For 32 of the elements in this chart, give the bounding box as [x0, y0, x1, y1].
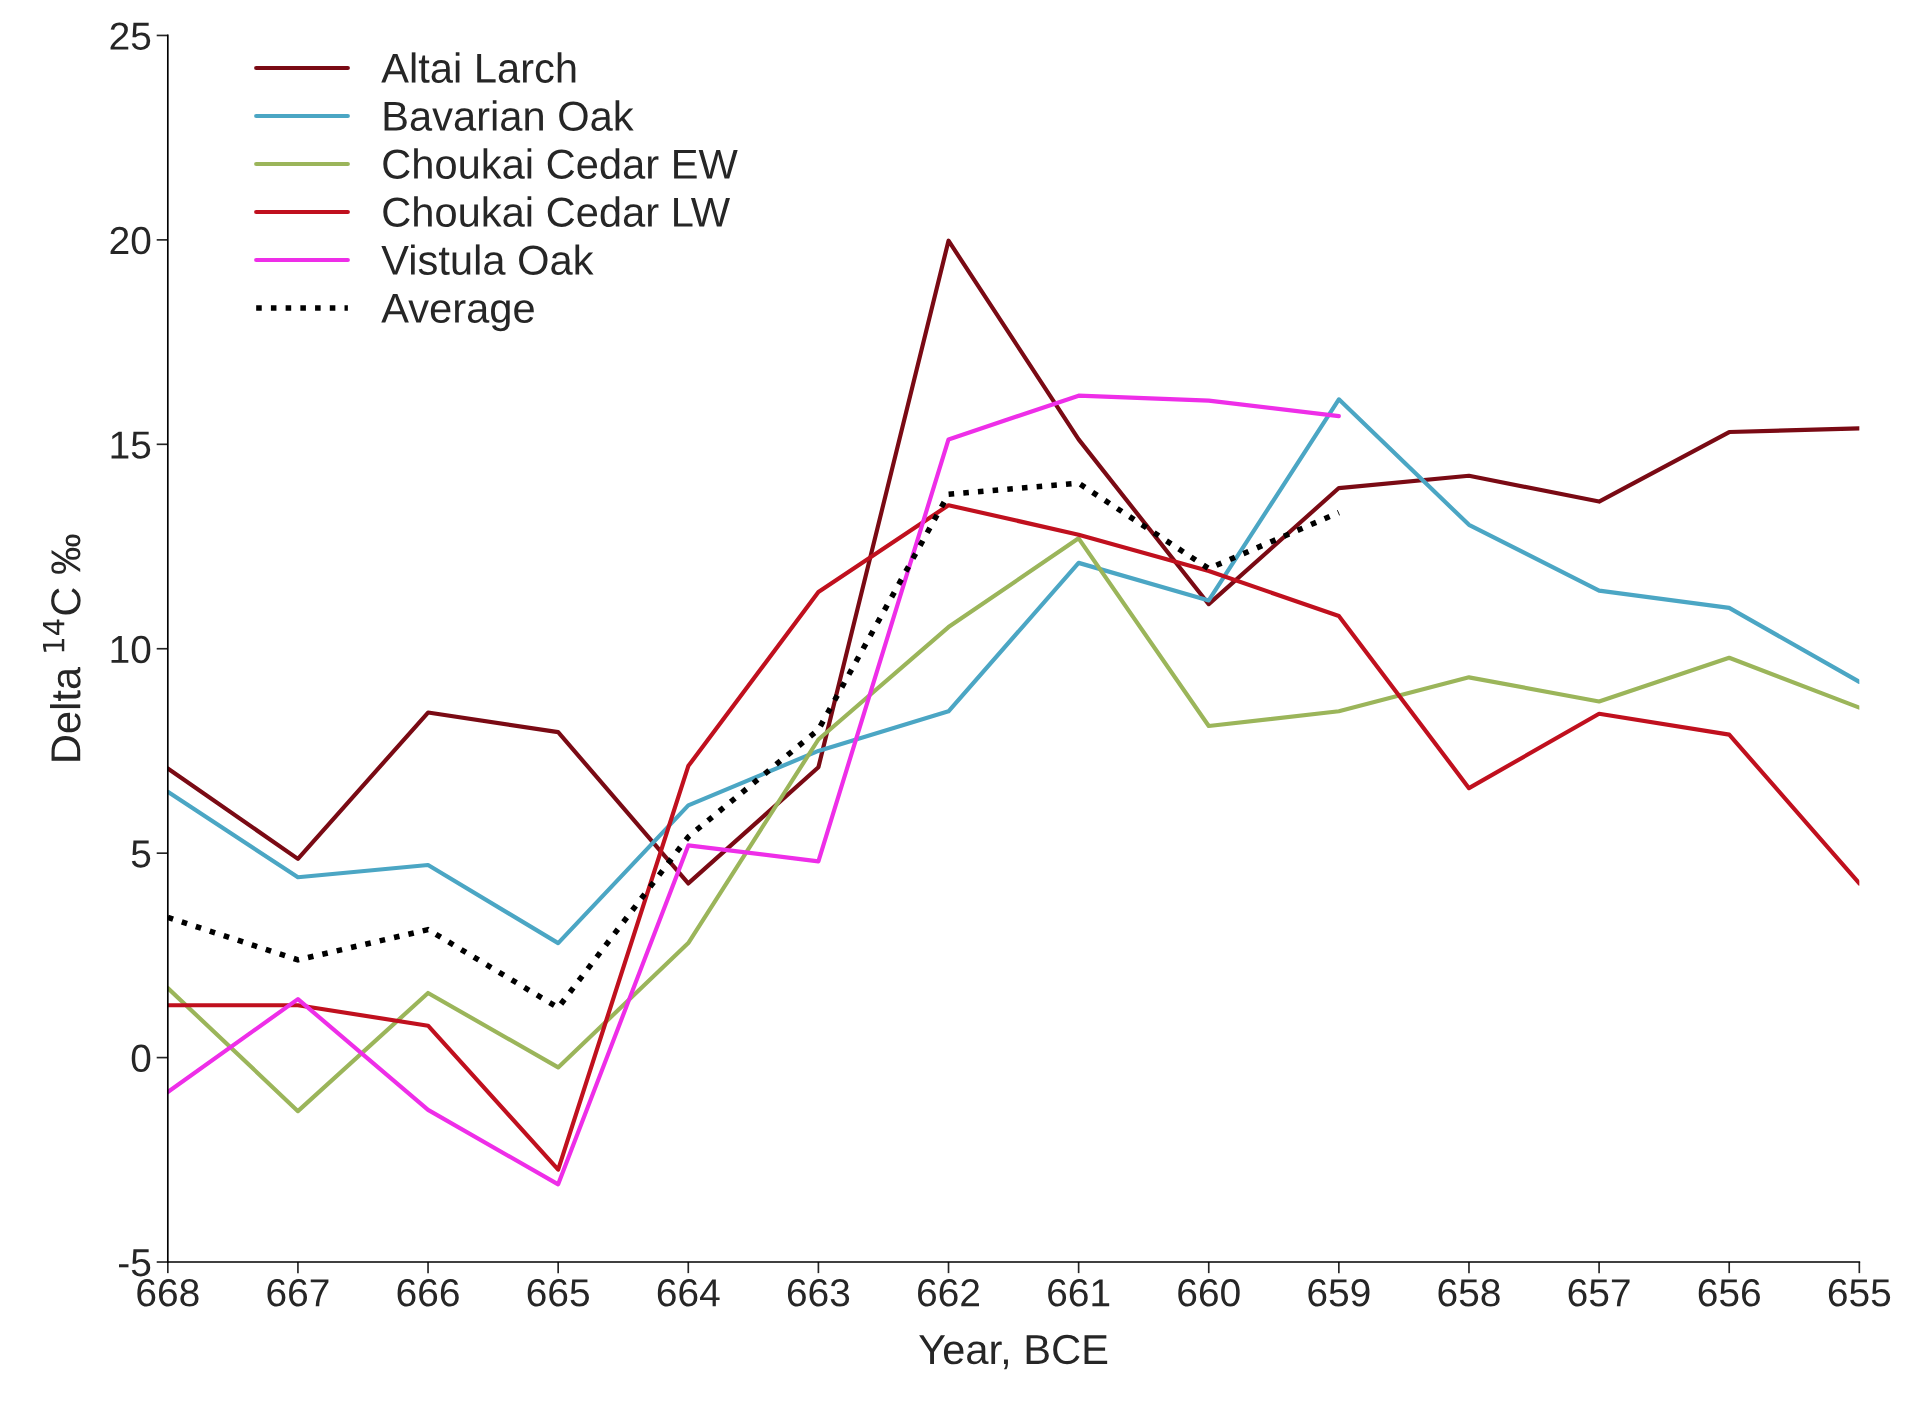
y-tick-label: 5 [131, 840, 151, 868]
x-tick-label: 665 [527, 1279, 589, 1307]
legend-label: Choukai Cedar LW [383, 196, 730, 227]
legend-label: Choukai Cedar EW [383, 148, 738, 179]
y-tick-label: 0 [131, 1044, 151, 1073]
x-tick-label: 668 [137, 1279, 199, 1307]
y-tick-label: 15 [111, 431, 151, 459]
x-tick-label: 666 [397, 1279, 459, 1307]
x-tick-label: 660 [1178, 1279, 1240, 1307]
legend-label: Bavarian Oak [384, 100, 634, 131]
legend-label: Vistula Oak [381, 244, 594, 275]
x-tick-label: 663 [787, 1279, 850, 1307]
y-tick-label: 10 [111, 635, 151, 664]
y-tick-label: 20 [110, 226, 151, 255]
x-tick-label: 662 [918, 1279, 980, 1307]
x-tick-label: 667 [267, 1279, 329, 1307]
legend-label: Altai Larch [381, 52, 576, 83]
line-series [167, 238, 1860, 886]
y-axis-title: Delta $^{14}$C ‰ [43, 534, 81, 761]
x-tick-label: 664 [657, 1279, 720, 1307]
x-tick-label: 655 [1828, 1279, 1891, 1307]
x-tick-label: 659 [1308, 1279, 1370, 1307]
line-series [167, 393, 1341, 1187]
x-tick-label: 658 [1438, 1279, 1500, 1307]
x-axis-title: Year, BCE [919, 1334, 1108, 1370]
x-tick-label: 657 [1568, 1279, 1630, 1307]
y-tick-label: -5 [118, 1249, 151, 1277]
y-tick-label: 25 [110, 22, 151, 50]
x-tick-label: 656 [1698, 1279, 1760, 1307]
line-series [167, 397, 1860, 946]
legend-label: Average [381, 293, 534, 332]
x-tick-label: 661 [1048, 1279, 1110, 1307]
